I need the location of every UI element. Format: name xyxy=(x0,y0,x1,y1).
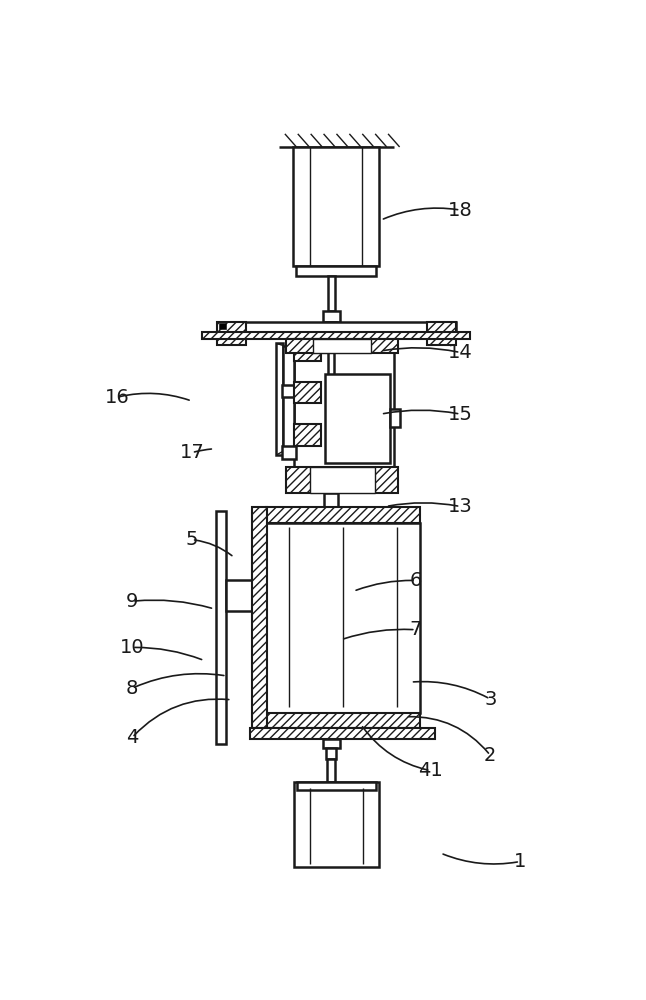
Bar xyxy=(266,523,420,713)
Bar xyxy=(326,322,337,329)
Bar xyxy=(328,276,335,311)
Bar xyxy=(218,323,226,329)
Text: 1: 1 xyxy=(514,852,526,871)
Bar xyxy=(328,339,334,386)
Bar xyxy=(322,739,340,748)
Text: 16: 16 xyxy=(105,388,130,407)
Bar xyxy=(276,343,284,455)
Bar xyxy=(294,424,321,446)
Text: 7: 7 xyxy=(410,620,422,639)
Bar xyxy=(322,311,340,322)
Bar xyxy=(217,322,456,332)
Bar xyxy=(324,493,338,507)
Bar xyxy=(297,782,376,790)
Bar xyxy=(325,374,390,463)
Bar xyxy=(282,446,296,459)
Bar xyxy=(225,580,255,611)
Bar xyxy=(294,339,321,361)
Text: 15: 15 xyxy=(448,405,473,424)
Bar xyxy=(309,466,375,493)
Text: 41: 41 xyxy=(418,761,443,780)
Bar xyxy=(286,339,398,353)
Bar xyxy=(390,409,400,427)
Text: 2: 2 xyxy=(484,746,496,765)
Bar xyxy=(326,748,336,759)
Bar xyxy=(266,713,420,728)
Bar xyxy=(284,346,294,451)
Text: 10: 10 xyxy=(120,638,145,657)
Bar xyxy=(294,382,321,403)
Bar xyxy=(313,339,371,353)
Bar xyxy=(286,466,398,493)
Bar xyxy=(296,266,376,276)
Text: 9: 9 xyxy=(126,592,138,611)
Bar xyxy=(282,385,296,397)
Bar xyxy=(266,507,420,523)
Text: 17: 17 xyxy=(180,443,204,462)
Bar xyxy=(217,322,246,345)
Text: 14: 14 xyxy=(448,343,473,362)
Text: 5: 5 xyxy=(185,530,198,549)
Bar xyxy=(426,322,456,345)
Bar xyxy=(328,759,335,782)
Text: 18: 18 xyxy=(448,201,473,220)
Text: 4: 4 xyxy=(126,728,138,747)
Bar xyxy=(273,713,412,722)
Bar xyxy=(202,332,470,339)
Text: 8: 8 xyxy=(126,679,138,698)
Text: 3: 3 xyxy=(484,690,496,709)
Bar xyxy=(250,728,435,739)
Bar xyxy=(216,511,225,744)
Bar xyxy=(293,147,379,266)
Text: 13: 13 xyxy=(448,497,473,516)
Bar xyxy=(294,782,379,867)
Bar xyxy=(252,507,267,728)
Text: 6: 6 xyxy=(410,571,422,590)
Bar xyxy=(294,339,394,466)
